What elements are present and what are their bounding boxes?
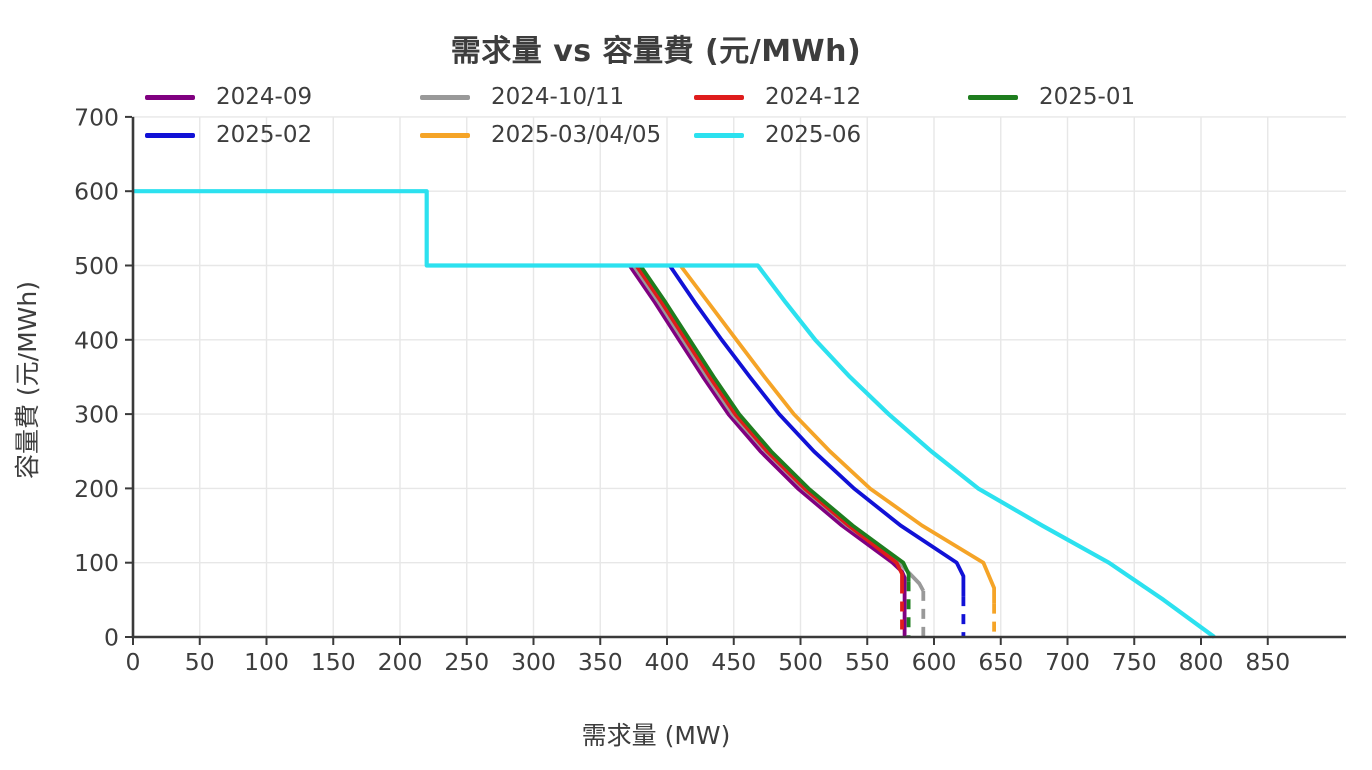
x-tick-label-100: 100: [244, 648, 289, 676]
legend-swatch-2025-02: [145, 132, 195, 138]
series-line-2025-06: [133, 189, 1216, 639]
series-line-2025-01: [426, 263, 911, 582]
y-tick-label-200: 200: [74, 475, 119, 503]
legend-label-2025-01: 2025-01: [1039, 84, 1136, 110]
legend-swatch-2024-09: [145, 94, 195, 100]
x-tick-label-850: 850: [1245, 648, 1290, 676]
x-tick-label-750: 750: [1112, 648, 1157, 676]
x-tick-label-250: 250: [444, 648, 489, 676]
legend-swatch-2025-03/04/05: [420, 132, 470, 138]
y-tick-label-0: 0: [104, 624, 119, 652]
legend-item-2025-03/04/05: 2025-03/04/05: [420, 122, 661, 148]
legend-item-2024-12: 2024-12: [694, 84, 861, 110]
legend-item-2025-06: 2025-06: [694, 122, 861, 148]
x-tick-label-300: 300: [511, 648, 556, 676]
legend-label-2024-09: 2024-09: [216, 84, 313, 110]
x-tick-label-700: 700: [1045, 648, 1090, 676]
legend-item-2025-02: 2025-02: [145, 122, 312, 148]
legend-swatch-2025-06: [694, 132, 744, 138]
series-line-2025-02: [426, 263, 966, 597]
x-tick-label-200: 200: [378, 648, 423, 676]
x-tick-label-150: 150: [311, 648, 356, 676]
x-tick-label-450: 450: [711, 648, 756, 676]
series-line-2024-12: [426, 263, 904, 584]
x-tick-label-400: 400: [645, 648, 690, 676]
y-tick-label-700: 700: [74, 103, 119, 131]
y-tick-label-100: 100: [74, 549, 119, 577]
series-line-2024-09: [426, 263, 907, 637]
legend-label-2024-12: 2024-12: [765, 84, 862, 110]
x-tick-label-500: 500: [778, 648, 823, 676]
x-tick-label-650: 650: [978, 648, 1023, 676]
y-tick-label-600: 600: [74, 178, 119, 206]
x-tick-label-350: 350: [578, 648, 623, 676]
legend-item-2024-10/11: 2024-10/11: [420, 84, 624, 110]
x-tick-label-550: 550: [845, 648, 890, 676]
legend-label-2025-03/04/05: 2025-03/04/05: [491, 122, 662, 148]
y-tick-label-500: 500: [74, 252, 119, 280]
legend-label-2025-02: 2025-02: [216, 122, 313, 148]
y-tick-label-400: 400: [74, 326, 119, 354]
x-tick-label-0: 0: [126, 648, 141, 676]
x-tick-label-600: 600: [912, 648, 957, 676]
y-axis-label: 容量費 (元/MWh): [13, 281, 42, 480]
x-tick-label-50: 50: [185, 648, 215, 676]
legend-label-2024-10/11: 2024-10/11: [491, 84, 625, 110]
series-line-2025-03/04/05: [426, 263, 996, 604]
x-axis-label: 需求量 (MW): [581, 721, 731, 750]
legend-item-2024-09: 2024-09: [145, 84, 312, 110]
legend-swatch-2024-12: [694, 94, 744, 100]
legend-swatch-2025-01: [968, 94, 1018, 100]
legend-swatch-2024-10/11: [420, 94, 470, 100]
x-tick-label-800: 800: [1179, 648, 1224, 676]
chart-title: 需求量 vs 容量費 (元/MWh): [450, 34, 862, 69]
y-tick-label-300: 300: [74, 401, 119, 429]
legend-label-2025-06: 2025-06: [765, 122, 862, 148]
legend-item-2025-01: 2025-01: [968, 84, 1135, 110]
